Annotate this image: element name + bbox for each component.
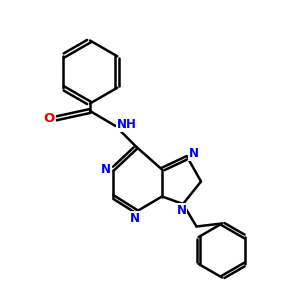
Text: N: N [176, 204, 187, 217]
Text: N: N [130, 212, 140, 225]
Text: N: N [101, 163, 111, 176]
Text: O: O [43, 112, 55, 125]
Text: N: N [189, 147, 199, 161]
Text: NH: NH [117, 118, 137, 131]
